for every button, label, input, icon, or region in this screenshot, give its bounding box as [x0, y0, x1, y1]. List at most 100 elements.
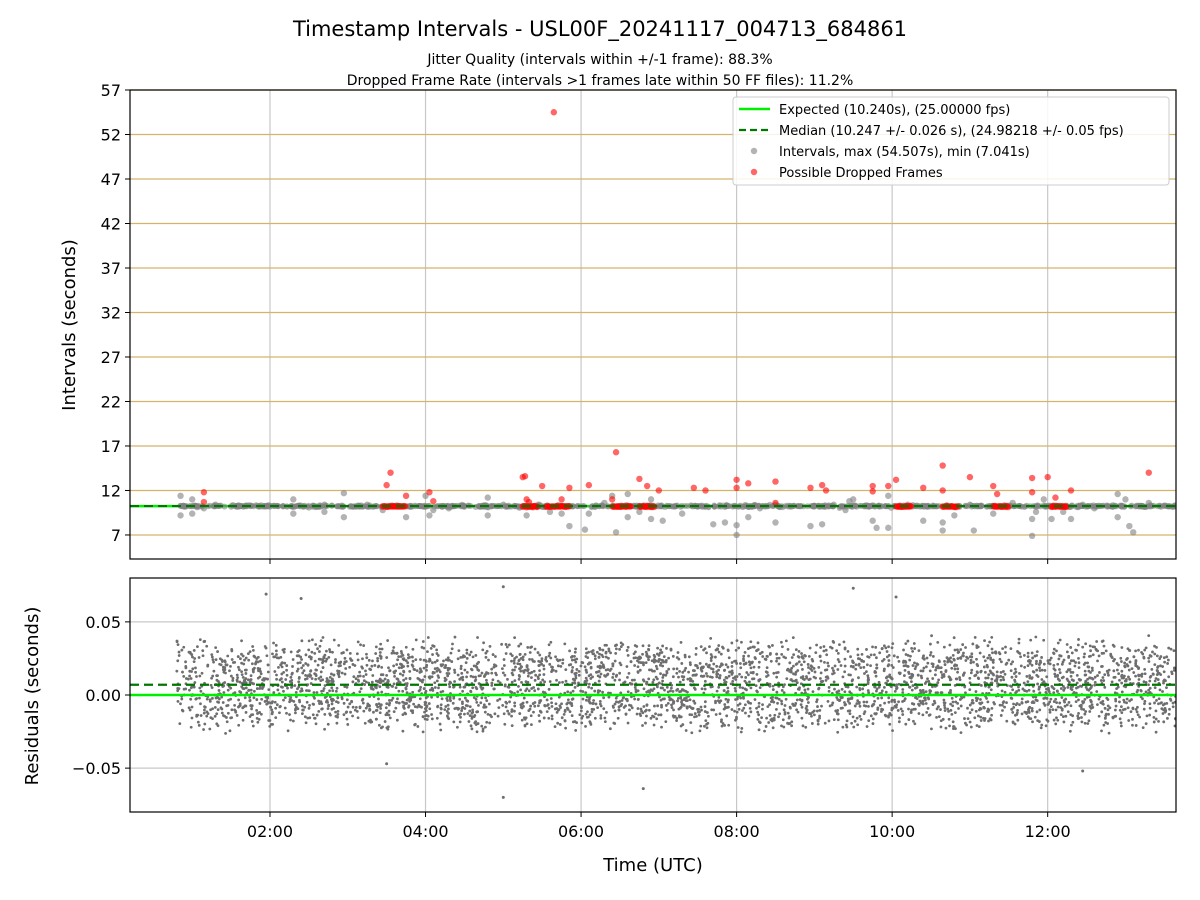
residual-point — [709, 636, 713, 640]
residual-point — [1009, 647, 1013, 651]
residual-point — [303, 715, 307, 719]
residual-point — [634, 690, 638, 694]
residual-point — [769, 696, 773, 700]
interval-point — [659, 517, 666, 524]
residual-point — [873, 699, 876, 703]
residual-point — [882, 685, 886, 689]
interval-point — [1048, 515, 1055, 523]
residual-point — [1154, 709, 1158, 713]
residual-point — [449, 681, 453, 685]
residual-point — [727, 723, 731, 727]
residual-point — [318, 702, 321, 705]
residual-point — [686, 677, 690, 681]
residual-point — [1163, 702, 1167, 706]
residual-point — [598, 675, 602, 679]
residual-point — [644, 650, 648, 654]
residual-point — [603, 716, 607, 720]
residual-point — [461, 678, 465, 682]
residual-point — [1142, 707, 1146, 711]
residual-point — [783, 704, 787, 707]
dropped-frame-point — [636, 475, 643, 483]
dropped-frame-point — [655, 487, 663, 494]
residual-point — [878, 703, 882, 707]
residual-point — [1039, 661, 1043, 664]
residual-point — [418, 671, 422, 674]
residual-point — [485, 699, 489, 703]
residual-point — [1160, 701, 1163, 705]
residual-point — [308, 716, 312, 720]
residual-point — [301, 671, 305, 675]
residual-point — [749, 640, 753, 644]
residual-point — [474, 697, 478, 701]
residual-point — [255, 698, 259, 701]
residual-point — [666, 702, 670, 705]
residual-point — [748, 706, 752, 710]
residual-point — [995, 674, 999, 678]
residual-point — [678, 669, 681, 673]
residual-point — [796, 710, 800, 714]
residual-point — [251, 724, 255, 728]
residual-point — [672, 701, 675, 705]
residual-point — [733, 686, 737, 690]
residual-point — [358, 670, 362, 674]
residual-point — [806, 701, 810, 704]
residual-point — [296, 650, 300, 654]
residual-point — [1144, 690, 1148, 694]
residual-point — [1030, 651, 1034, 655]
residual-point — [578, 713, 582, 717]
residual-point — [945, 656, 949, 660]
residual-point — [836, 730, 840, 734]
residual-point — [566, 708, 570, 711]
residual-point — [573, 679, 577, 682]
residual-point — [836, 658, 840, 661]
residual-point — [1093, 675, 1097, 679]
residual-point — [685, 690, 689, 694]
residual-point — [859, 666, 863, 670]
residual-point — [538, 719, 542, 723]
residual-point — [1107, 731, 1111, 735]
residual-point — [439, 706, 443, 710]
residual-point — [480, 724, 484, 728]
residual-point — [484, 655, 488, 659]
residual-point — [1125, 658, 1128, 661]
residual-point — [803, 688, 807, 692]
residual-point — [841, 675, 845, 679]
residual-point — [318, 644, 322, 648]
residual-point — [393, 671, 396, 675]
interval-point — [347, 503, 354, 510]
residual-point — [939, 666, 943, 670]
residual-point — [790, 724, 794, 728]
residual-point — [968, 688, 972, 692]
residual-point — [604, 655, 608, 659]
residual-point — [390, 698, 393, 702]
residual-point — [1161, 712, 1165, 715]
residual-point — [563, 710, 567, 713]
residual-point — [1117, 663, 1120, 667]
residual-point — [820, 704, 823, 708]
residual-point — [469, 650, 473, 654]
residual-point — [642, 663, 645, 667]
residual-point — [1026, 700, 1030, 704]
residual-point — [541, 678, 545, 682]
residual-point — [689, 721, 693, 724]
residual-point — [415, 705, 419, 709]
residual-point — [603, 643, 607, 647]
residual-point — [525, 700, 529, 704]
residual-point — [545, 710, 549, 713]
residual-point — [344, 660, 348, 663]
residual-point — [755, 672, 759, 676]
residual-point — [1153, 663, 1157, 666]
residual-point — [634, 688, 638, 692]
residual-point — [381, 679, 385, 683]
residual-point — [348, 702, 352, 706]
residual-point — [923, 682, 927, 685]
residual-point — [771, 644, 774, 647]
residual-point — [704, 719, 708, 723]
residual-point — [210, 653, 214, 657]
residual-point — [295, 654, 299, 658]
residual-point — [216, 674, 219, 678]
residual-point — [619, 641, 623, 645]
residual-point — [694, 652, 698, 656]
residual-point — [471, 686, 475, 690]
residual-point — [857, 676, 860, 680]
